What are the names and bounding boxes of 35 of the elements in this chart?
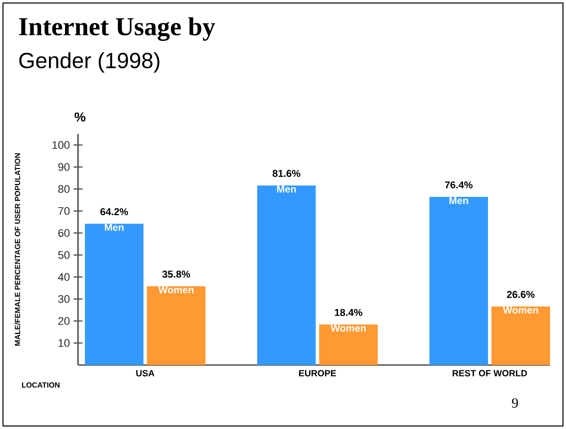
y-tick-label: 70: [58, 207, 70, 215]
chart-title: Internet Usage by: [19, 17, 216, 41]
text: Men: [449, 197, 468, 204]
data-label: 18.4%: [334, 308, 362, 316]
data-label: 76.4%: [445, 181, 473, 188]
y-tick-label: 90: [58, 163, 70, 171]
text: Women: [502, 306, 538, 314]
x-tick-label: REST OF WORLD: [452, 370, 527, 376]
text: %: [74, 112, 86, 122]
bar: [429, 196, 488, 365]
series-label: Women: [158, 286, 194, 294]
x-tick-label: USA: [136, 370, 154, 376]
bar: [84, 224, 144, 365]
text: 9: [512, 398, 518, 408]
data-label: 26.6%: [506, 290, 535, 298]
bar: [319, 324, 378, 365]
data-label: 81.6%: [272, 170, 300, 177]
y-tick-label: 50: [58, 251, 70, 259]
y-tick-label: 40: [58, 273, 70, 281]
y-tick-label: 10: [58, 339, 70, 347]
bar: [491, 306, 550, 365]
y-tick-label: 20: [58, 317, 70, 325]
data-label: 35.8%: [162, 270, 190, 278]
y-tick-label: 100: [52, 141, 70, 149]
x-tick-label: EUROPE: [299, 370, 336, 376]
data-label: 64.2%: [100, 208, 128, 216]
text: Women: [330, 324, 366, 332]
bar: [146, 286, 206, 365]
y-tick-label: 60: [58, 229, 70, 237]
text: Men: [277, 186, 296, 193]
y-tick-label: 30: [58, 295, 70, 303]
series-label: Men: [104, 224, 124, 231]
y-tick-label: 80: [58, 185, 70, 193]
bar: [257, 185, 316, 365]
chart-subtitle: Gender (1998): [19, 52, 160, 73]
